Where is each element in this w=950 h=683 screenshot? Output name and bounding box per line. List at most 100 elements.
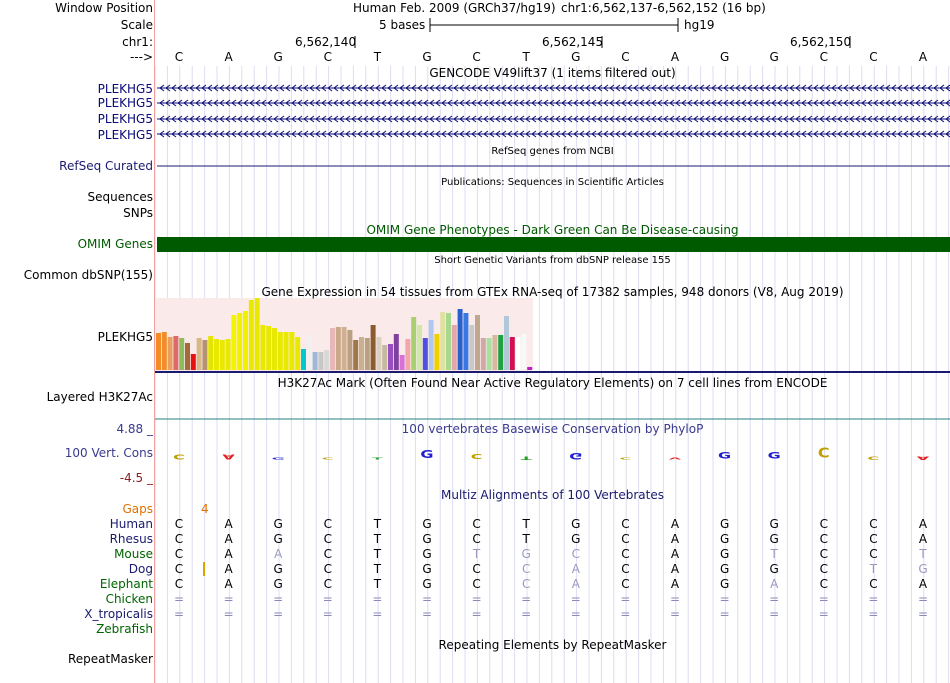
multiz-base: C [621,562,630,576]
phylop-track-title[interactable]: 100 vertebrates Basewise Conservation by… [401,422,704,436]
phylop-glyph: C [321,456,334,461]
multiz-base: T [373,577,382,591]
gtex-tissue-bar [388,344,393,370]
multiz-base: = [173,592,185,606]
multiz-base: G [521,547,531,561]
gtex-tissue-bar [475,315,480,370]
gtex-tissue-bar [185,343,190,370]
gtex-tissue-bar [440,312,446,370]
omim-label[interactable]: OMIM Genes [77,237,153,251]
base-letter: C [869,50,878,64]
repeatmasker-label[interactable]: RepeatMasker [67,652,153,666]
base-letter: A [918,50,928,64]
refseq-label[interactable]: RefSeq Curated [59,159,153,173]
gencode-strand-arrows [159,84,950,92]
gtex-tissue-bar [446,313,451,370]
publications-snps-label[interactable]: SNPs [123,206,153,220]
multiz-base: C [472,532,481,546]
multiz-base: A [571,577,580,591]
multiz-base: G [273,562,283,576]
phylop-glyph: C [817,445,830,461]
gtex-tissue-bar [266,326,272,370]
multiz-base: G [422,577,432,591]
multiz-base: G [273,532,283,546]
gtex-tissue-bar [359,337,364,370]
gencode-strand-arrows [159,99,950,107]
gtex-tissue-bar [463,313,469,370]
gencode-gene-label-2[interactable]: PLEKHG5 [97,96,153,110]
multiz-species-label[interactable]: Zebrafish [96,622,153,636]
multiz-base: G [769,517,779,531]
multiz-base: C [869,517,878,531]
base-letter: G [719,50,730,64]
multiz-species-label[interactable]: Dog [128,562,153,576]
phylop-glyph: C [867,455,880,461]
omim-track-title[interactable]: OMIM Gene Phenotypes - Dark Green Can Be… [366,223,739,237]
dbsnp-label[interactable]: Common dbSNP(155) [23,268,153,282]
gtex-tissue-bar [341,327,347,370]
multiz-base: = [917,607,929,621]
gtex-tissue-bar [318,352,324,370]
gtex-tissue-bar [243,311,248,370]
phylop-glyph: G [767,450,781,461]
gencode-gene-label-3[interactable]: PLEKHG5 [97,112,153,126]
refseq-track-title[interactable]: RefSeq genes from NCBI [491,146,614,157]
gencode-strand-arrows [159,115,950,123]
gencode-gene-label-1[interactable]: PLEKHG5 [97,82,153,96]
gtex-tissue-bar [521,334,527,370]
gencode-gene-label-4[interactable]: PLEKHG5 [97,128,153,142]
multiz-base: C [621,517,630,531]
multiz-base: C [521,577,531,591]
multiz-base: = [223,592,234,606]
multiz-track-title[interactable]: Multiz Alignments of 100 Vertebrates [440,488,665,502]
base-letter: G [273,50,283,64]
publications-sequences-label[interactable]: Sequences [87,190,153,204]
multiz-base: G [719,577,730,591]
multiz-base: = [719,592,730,606]
gtex-tissue-bar [405,339,411,370]
multiz-base: C [323,547,332,561]
scale-label: Scale [120,18,153,32]
multiz-base: G [422,547,432,561]
phylop-glyph: C [619,456,632,461]
multiz-base: = [669,592,681,606]
gtex-tissue-bar [167,337,173,370]
multiz-base: G [719,562,730,576]
gtex-tissue-bar [324,350,330,370]
phylop-glyph: G [420,447,434,461]
multiz-base: = [669,607,681,621]
multiz-base: = [521,607,532,621]
multiz-base: = [917,592,929,606]
phylop-label[interactable]: 100 Vert. Cons [64,446,153,460]
multiz-species-label[interactable]: X_tropicalis [84,607,153,621]
multiz-species-label[interactable]: Human [109,517,153,531]
multiz-base: = [372,607,383,621]
position-text[interactable]: chr1:6,562,137-6,562,152 (16 bp) [561,1,766,15]
gtex-tissue-bar [277,332,283,370]
multiz-species-label[interactable]: Rhesus [109,532,153,546]
gencode-track-title[interactable]: GENCODE V49lift37 (1 items filtered out) [429,66,676,80]
gtex-gene-label[interactable]: PLEKHG5 [97,330,153,344]
h3k27ac-label[interactable]: Layered H3K27Ac [46,390,153,404]
gtex-tissue-bar [295,337,301,370]
h3k27ac-track-title[interactable]: H3K27Ac Mark (Often Found Near Active Re… [277,376,828,390]
dog-insertion-marker [203,562,205,576]
multiz-species-label[interactable]: Chicken [105,592,153,606]
multiz-base: G [571,517,581,531]
gtex-tissue-bar [214,339,219,370]
repeatmasker-track-title[interactable]: Repeating Elements by RepeatMasker [438,638,667,652]
gtex-tissue-bar [219,340,225,370]
dbsnp-track-title[interactable]: Short Genetic Variants from dbSNP releas… [434,255,671,266]
multiz-base: = [223,607,234,621]
scale-db: hg19 [684,18,715,32]
multiz-base: C [323,562,332,576]
multiz-base: A [274,547,283,561]
gtex-track-title[interactable]: Gene Expression in 54 tissues from GTEx … [261,285,844,299]
multiz-species-label[interactable]: Mouse [114,547,153,561]
gtex-tissue-bar [504,316,509,370]
phylop-glyph: C [173,452,185,461]
multiz-base: = [570,607,581,621]
publications-track-title[interactable]: Publications: Sequences in Scientific Ar… [441,177,664,188]
multiz-species-label[interactable]: Elephant [99,577,153,591]
